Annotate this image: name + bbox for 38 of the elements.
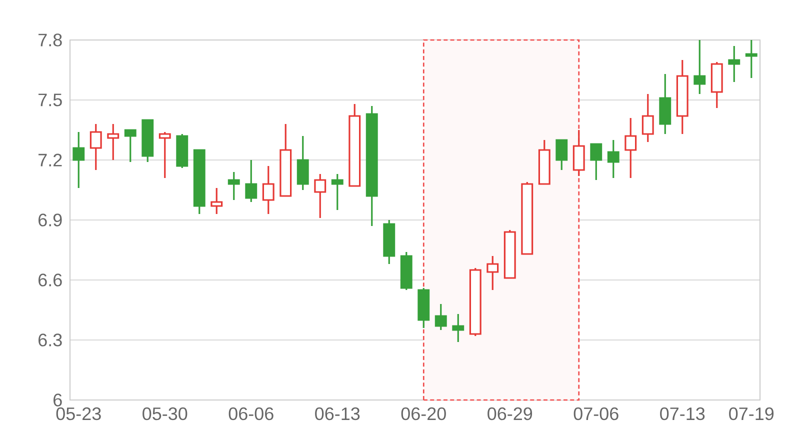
candlestick (642, 93, 654, 143)
candlestick (745, 39, 758, 79)
y-tick-label: 7.8 (38, 34, 62, 46)
x-tick-label: 06-20 (401, 407, 446, 420)
candlestick (124, 129, 136, 163)
y-tick-label: 6.6 (38, 274, 62, 286)
y-tick-label: 6.9 (38, 214, 62, 226)
candlestick (452, 313, 464, 343)
candlestick (314, 173, 326, 219)
x-tick-label: 07-13 (660, 407, 705, 420)
candlestick (331, 173, 344, 211)
x-tick-label: 07-06 (574, 407, 618, 420)
y-tick-label: 6.3 (38, 334, 62, 346)
x-tick-label: 06-29 (488, 407, 532, 420)
x-tick-label: 05-30 (142, 407, 188, 420)
candlestick (72, 131, 85, 189)
candlestick (486, 255, 499, 291)
candlestick (590, 143, 602, 181)
candlestick (158, 131, 171, 179)
candlestick (262, 165, 274, 215)
x-tick-label: 07-19 (729, 407, 774, 420)
candlestick (107, 123, 120, 161)
y-tick-label: 6 (54, 394, 62, 406)
candlestick (245, 159, 258, 203)
candlestick (90, 123, 102, 171)
candlestick (728, 45, 740, 83)
y-tick-label: 7.5 (38, 94, 62, 106)
candlestick (694, 39, 706, 95)
candlestick (556, 139, 568, 171)
candlestick (607, 139, 620, 179)
candlestick (210, 187, 223, 215)
candlestick (434, 303, 447, 331)
x-tick-label: 06-13 (315, 407, 360, 420)
candlestick (228, 171, 240, 201)
x-tick-label: 05-23 (56, 407, 101, 420)
y-tick-label: 7.2 (38, 154, 62, 166)
candlestick (624, 117, 637, 179)
x-tick-label: 06-06 (228, 407, 274, 420)
